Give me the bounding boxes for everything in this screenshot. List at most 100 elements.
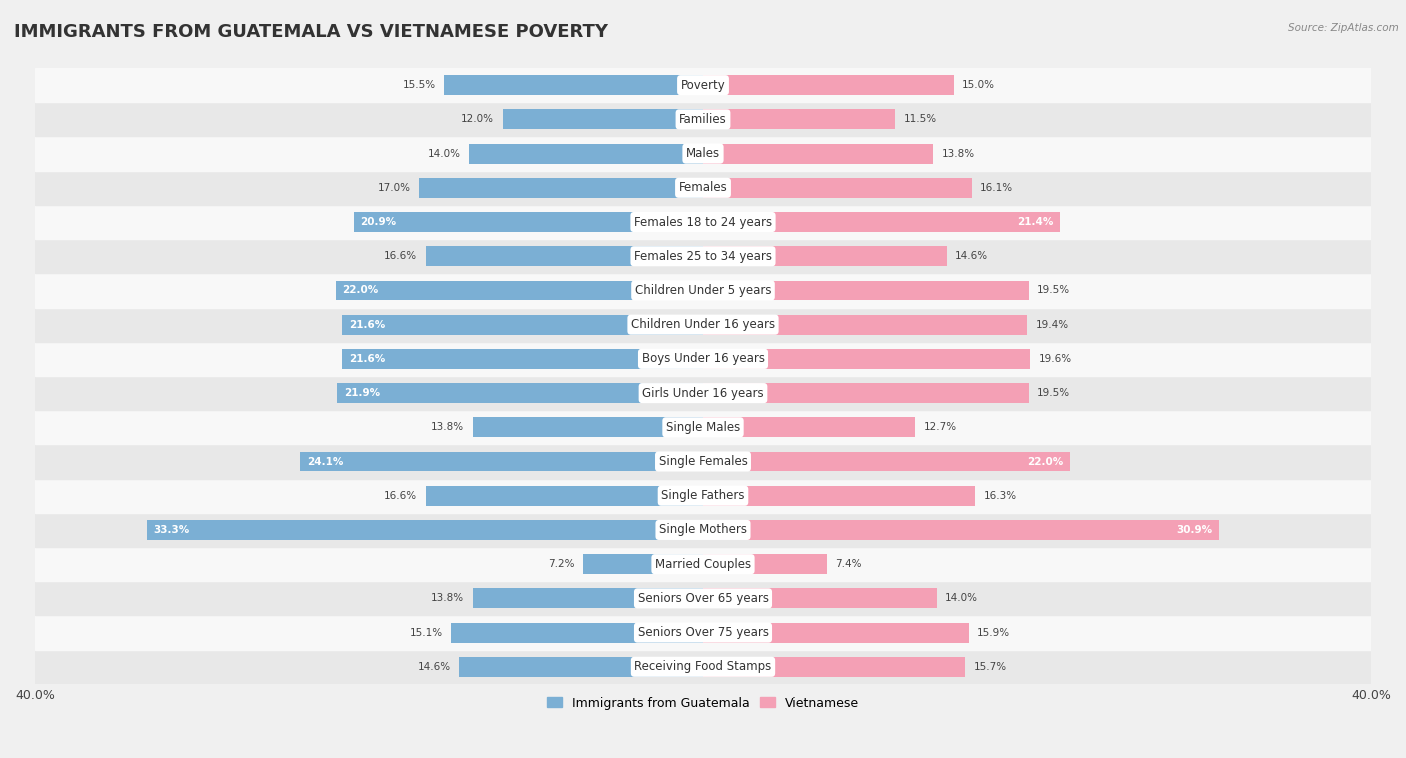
Text: 15.1%: 15.1%: [409, 628, 443, 637]
Bar: [342, 349, 703, 369]
Text: 15.9%: 15.9%: [977, 628, 1010, 637]
Bar: [460, 657, 703, 677]
Bar: [35, 205, 1371, 239]
Text: Boys Under 16 years: Boys Under 16 years: [641, 352, 765, 365]
Bar: [703, 315, 1026, 334]
Text: 21.4%: 21.4%: [1018, 217, 1053, 227]
Bar: [703, 75, 953, 95]
Bar: [35, 136, 1371, 171]
Bar: [342, 315, 703, 334]
Text: Source: ZipAtlas.com: Source: ZipAtlas.com: [1288, 23, 1399, 33]
Text: 7.2%: 7.2%: [548, 559, 575, 569]
Text: 12.0%: 12.0%: [461, 114, 495, 124]
Bar: [703, 657, 965, 677]
Bar: [703, 246, 946, 266]
Bar: [703, 622, 969, 643]
Text: 13.8%: 13.8%: [942, 149, 974, 158]
Text: Children Under 5 years: Children Under 5 years: [634, 284, 772, 297]
Bar: [419, 178, 703, 198]
Bar: [426, 486, 703, 506]
Text: 21.6%: 21.6%: [349, 354, 385, 364]
Text: 13.8%: 13.8%: [432, 422, 464, 432]
Bar: [35, 547, 1371, 581]
Bar: [472, 588, 703, 609]
Text: 11.5%: 11.5%: [904, 114, 936, 124]
Bar: [354, 212, 703, 232]
Bar: [35, 308, 1371, 342]
Text: 22.0%: 22.0%: [1028, 456, 1064, 466]
Legend: Immigrants from Guatemala, Vietnamese: Immigrants from Guatemala, Vietnamese: [543, 691, 863, 715]
Bar: [35, 68, 1371, 102]
Text: Families: Families: [679, 113, 727, 126]
Text: 19.6%: 19.6%: [1039, 354, 1071, 364]
Text: 17.0%: 17.0%: [378, 183, 411, 193]
Bar: [703, 280, 1029, 300]
Bar: [35, 513, 1371, 547]
Text: Receiving Food Stamps: Receiving Food Stamps: [634, 660, 772, 673]
Text: 24.1%: 24.1%: [307, 456, 343, 466]
Text: Single Males: Single Males: [666, 421, 740, 434]
Text: Children Under 16 years: Children Under 16 years: [631, 318, 775, 331]
Bar: [703, 452, 1070, 471]
Bar: [426, 246, 703, 266]
Text: 16.3%: 16.3%: [984, 490, 1017, 501]
Bar: [582, 554, 703, 574]
Bar: [35, 102, 1371, 136]
Text: Married Couples: Married Couples: [655, 558, 751, 571]
Text: 30.9%: 30.9%: [1177, 525, 1212, 535]
Bar: [703, 109, 896, 130]
Text: 14.0%: 14.0%: [945, 594, 979, 603]
Text: Single Mothers: Single Mothers: [659, 524, 747, 537]
Text: 15.5%: 15.5%: [402, 80, 436, 90]
Text: 20.9%: 20.9%: [360, 217, 396, 227]
Bar: [703, 178, 972, 198]
Bar: [703, 144, 934, 164]
Bar: [703, 486, 976, 506]
Bar: [35, 478, 1371, 513]
Text: 13.8%: 13.8%: [432, 594, 464, 603]
Text: Females: Females: [679, 181, 727, 194]
Bar: [35, 581, 1371, 615]
Bar: [35, 274, 1371, 308]
Bar: [703, 588, 936, 609]
Text: 7.4%: 7.4%: [835, 559, 862, 569]
Text: IMMIGRANTS FROM GUATEMALA VS VIETNAMESE POVERTY: IMMIGRANTS FROM GUATEMALA VS VIETNAMESE …: [14, 23, 607, 41]
Text: Single Fathers: Single Fathers: [661, 489, 745, 503]
Bar: [703, 384, 1029, 403]
Bar: [472, 418, 703, 437]
Bar: [703, 349, 1031, 369]
Text: Females 25 to 34 years: Females 25 to 34 years: [634, 249, 772, 263]
Bar: [35, 410, 1371, 444]
Text: 22.0%: 22.0%: [342, 286, 378, 296]
Text: 33.3%: 33.3%: [153, 525, 190, 535]
Text: 16.6%: 16.6%: [384, 251, 418, 262]
Text: 19.4%: 19.4%: [1035, 320, 1069, 330]
Text: 15.0%: 15.0%: [962, 80, 995, 90]
Bar: [35, 376, 1371, 410]
Bar: [301, 452, 703, 471]
Text: 16.6%: 16.6%: [384, 490, 418, 501]
Bar: [35, 171, 1371, 205]
Bar: [703, 212, 1060, 232]
Text: Seniors Over 65 years: Seniors Over 65 years: [637, 592, 769, 605]
Text: Females 18 to 24 years: Females 18 to 24 years: [634, 215, 772, 228]
Text: Males: Males: [686, 147, 720, 160]
Bar: [470, 144, 703, 164]
Text: 21.9%: 21.9%: [344, 388, 380, 398]
Text: 14.0%: 14.0%: [427, 149, 461, 158]
Text: Poverty: Poverty: [681, 79, 725, 92]
Text: 21.6%: 21.6%: [349, 320, 385, 330]
Bar: [337, 384, 703, 403]
Bar: [35, 444, 1371, 478]
Text: 12.7%: 12.7%: [924, 422, 956, 432]
Text: 16.1%: 16.1%: [980, 183, 1014, 193]
Text: 19.5%: 19.5%: [1038, 286, 1070, 296]
Text: 15.7%: 15.7%: [973, 662, 1007, 672]
Bar: [35, 239, 1371, 274]
Bar: [35, 615, 1371, 650]
Bar: [703, 418, 915, 437]
Text: 14.6%: 14.6%: [955, 251, 988, 262]
Text: Girls Under 16 years: Girls Under 16 years: [643, 387, 763, 399]
Bar: [35, 650, 1371, 684]
Text: Single Females: Single Females: [658, 455, 748, 468]
